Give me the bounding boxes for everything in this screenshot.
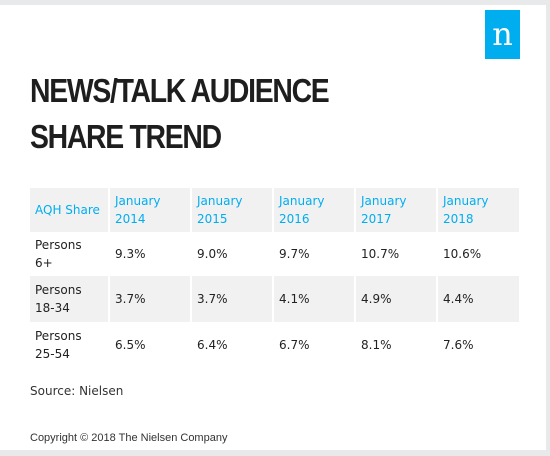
table-cell: 10.6% (438, 232, 519, 276)
column-header: January 2014 (110, 188, 192, 232)
row-label: Persons 25-54 (30, 322, 110, 368)
row-label: Persons 6+ (30, 232, 110, 276)
copyright-note: Copyright © 2018 The Nielsen Company (30, 432, 228, 444)
nielsen-logo: n (485, 10, 520, 59)
table-cell: 9.3% (110, 232, 192, 276)
row-label: Persons 18-34 (30, 276, 110, 322)
column-header: AQH Share (30, 188, 110, 232)
table-row: Persons 25-54 6.5% 6.4% 6.7% 8.1% 7.6% (30, 322, 519, 368)
table-cell: 4.1% (274, 276, 356, 322)
table-header-row: AQH Share January 2014 January 2015 Janu… (30, 188, 519, 232)
table-cell: 9.7% (274, 232, 356, 276)
table-cell: 4.4% (438, 276, 519, 322)
logo-letter: n (492, 14, 513, 53)
table-cell: 7.6% (438, 322, 519, 368)
table-cell: 8.1% (356, 322, 438, 368)
table-row: Persons 6+ 9.3% 9.0% 9.7% 10.7% 10.6% (30, 232, 519, 276)
table-cell: 6.5% (110, 322, 192, 368)
table-cell: 3.7% (110, 276, 192, 322)
column-header: January 2017 (356, 188, 438, 232)
column-header: January 2018 (438, 188, 519, 232)
table-cell: 6.7% (274, 322, 356, 368)
table-cell: 9.0% (192, 232, 274, 276)
audience-share-table: AQH Share January 2014 January 2015 Janu… (30, 188, 519, 368)
column-header: January 2015 (192, 188, 274, 232)
table-cell: 10.7% (356, 232, 438, 276)
table-cell: 4.9% (356, 276, 438, 322)
table-cell: 3.7% (192, 276, 274, 322)
table-row: Persons 18-34 3.7% 3.7% 4.1% 4.9% 4.4% (30, 276, 519, 322)
table-cell: 6.4% (192, 322, 274, 368)
source-note: Source: Nielsen (30, 384, 124, 398)
infographic-card: n NEWS/TALK AUDIENCE SHARE TREND AQH Sha… (0, 5, 546, 450)
page-title: NEWS/TALK AUDIENCE SHARE TREND (30, 72, 330, 155)
column-header: January 2016 (274, 188, 356, 232)
